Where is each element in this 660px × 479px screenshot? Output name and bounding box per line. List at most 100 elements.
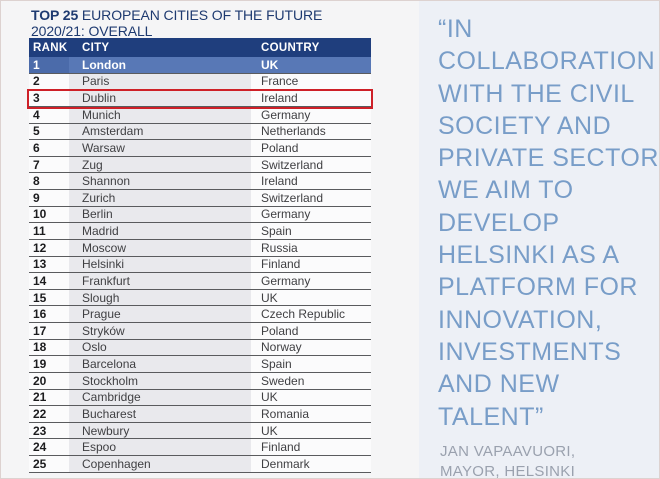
country-cell: UK — [261, 423, 278, 438]
column-header-city: CITY — [82, 41, 110, 54]
rank-cell: 19 — [33, 357, 47, 372]
city-cell: Barcelona — [69, 356, 251, 372]
column-header-rank: RANK — [33, 41, 68, 54]
table-row: 15 Slough UK — [29, 289, 371, 307]
city-cell: Copenhagen — [69, 456, 251, 472]
rank-cell: 4 — [33, 107, 40, 122]
table-row: 10 Berlin Germany — [29, 206, 371, 224]
title-line2: 2020/21: OVERALL — [31, 23, 153, 39]
country-cell: Germany — [261, 273, 311, 288]
quote-panel-background — [419, 1, 659, 478]
country-cell: Poland — [261, 323, 299, 338]
country-cell: Germany — [261, 207, 311, 222]
ranking-table: RANK CITY COUNTRY 1 London UK 2 Paris France 3… — [29, 38, 371, 473]
title-rest: EUROPEAN CITIES OF THE FUTURE — [78, 7, 323, 23]
rank-cell: 8 — [33, 174, 40, 189]
rank-cell: 23 — [33, 423, 47, 438]
rank-cell: 16 — [33, 307, 47, 322]
city-cell: Cambridge — [69, 389, 251, 406]
country-cell: Spain — [261, 357, 292, 372]
rank-cell: 13 — [33, 257, 47, 272]
table-row: 23 Newbury UK — [29, 422, 371, 440]
table-body: 1 London UK 2 Paris France 3 Dublin Ireland 4 Muni… — [29, 57, 371, 473]
page-title: TOP 25 EUROPEAN CITIES OF THE FUTURE 202… — [31, 7, 401, 39]
table-row: 25 Copenhagen Denmark — [29, 456, 371, 473]
table-row: 19 Barcelona Spain — [29, 356, 371, 373]
country-cell: Netherlands — [261, 124, 326, 139]
city-cell: Oslo — [69, 339, 251, 356]
rank-cell: 15 — [33, 290, 47, 305]
city-cell: Stryków — [69, 323, 251, 339]
country-cell: Germany — [261, 107, 311, 122]
table-row: 6 Warsaw Poland — [29, 140, 371, 157]
city-cell: Madrid — [69, 223, 251, 239]
city-cell: Helsinki — [69, 256, 251, 273]
rank-cell: 20 — [33, 373, 47, 388]
country-cell: Poland — [261, 140, 299, 155]
rank-cell: 5 — [33, 124, 40, 139]
rank-cell: 22 — [33, 406, 47, 421]
country-cell: Spain — [261, 224, 292, 239]
table-row: 18 Oslo Norway — [29, 339, 371, 357]
table-row: 24 Espoo Finland — [29, 439, 371, 456]
rank-cell: 6 — [33, 140, 40, 155]
city-cell: Frankfurt — [69, 273, 251, 289]
country-cell: Finland — [261, 440, 301, 455]
city-cell: Prague — [69, 306, 251, 322]
rank-cell: 24 — [33, 440, 47, 455]
city-cell: Slough — [69, 289, 251, 306]
city-cell: Munich — [69, 106, 251, 123]
city-cell: Warsaw — [69, 140, 251, 156]
table-row: 17 Stryków Poland — [29, 323, 371, 340]
table-header-row: RANK CITY COUNTRY — [29, 38, 371, 57]
city-cell: Zug — [69, 156, 251, 173]
table-row: 3 Dublin Ireland — [29, 90, 371, 107]
rank-cell: 12 — [33, 240, 47, 255]
country-cell: Denmark — [261, 456, 310, 471]
column-header-country: COUNTRY — [261, 41, 320, 54]
country-cell: Switzerland — [261, 157, 324, 172]
city-cell: Stockholm — [69, 372, 251, 389]
table-row: 20 Stockholm Sweden — [29, 372, 371, 390]
rank-cell: 21 — [33, 390, 47, 405]
country-cell: Romania — [261, 406, 310, 421]
table-row: 13 Helsinki Finland — [29, 256, 371, 274]
city-cell: Dublin — [69, 90, 251, 106]
rank-cell: 7 — [33, 157, 40, 172]
table-row: 11 Madrid Spain — [29, 223, 371, 240]
country-cell: Norway — [261, 340, 302, 355]
country-cell: UK — [261, 290, 278, 305]
city-cell: Zurich — [69, 190, 251, 206]
rank-cell: 3 — [33, 91, 40, 106]
title-prefix: TOP 25 — [31, 7, 79, 23]
rank-cell: 2 — [33, 74, 40, 89]
city-cell: Newbury — [69, 422, 251, 439]
quote-attribution: JAN VAPAAVUORI, MAYOR, HELSINKI — [440, 443, 576, 479]
city-cell: Shannon — [69, 173, 251, 189]
country-cell: Switzerland — [261, 190, 324, 205]
table-row: 5 Amsterdam Netherlands — [29, 123, 371, 141]
city-cell: London — [69, 57, 251, 73]
country-cell: Russia — [261, 240, 298, 255]
city-cell: Amsterdam — [69, 123, 251, 140]
rank-cell: 14 — [33, 273, 47, 288]
country-cell: UK — [261, 390, 278, 405]
rank-cell: 1 — [29, 57, 69, 73]
country-cell: UK — [261, 57, 279, 72]
table-row: 1 London UK — [29, 57, 371, 74]
rank-cell: 18 — [33, 340, 47, 355]
country-cell: Czech Republic — [261, 307, 346, 322]
rank-cell: 25 — [33, 456, 47, 471]
country-cell: France — [261, 74, 299, 89]
table-row: 9 Zurich Switzerland — [29, 190, 371, 207]
table-row: 16 Prague Czech Republic — [29, 306, 371, 323]
city-cell: Paris — [69, 73, 251, 90]
table-row: 14 Frankfurt Germany — [29, 273, 371, 290]
country-cell: Sweden — [261, 373, 305, 388]
city-cell: Bucharest — [69, 406, 251, 422]
table-row: 4 Munich Germany — [29, 106, 371, 124]
country-cell: Ireland — [261, 174, 298, 189]
city-cell: Espoo — [69, 439, 251, 455]
table-row: 8 Shannon Ireland — [29, 173, 371, 190]
